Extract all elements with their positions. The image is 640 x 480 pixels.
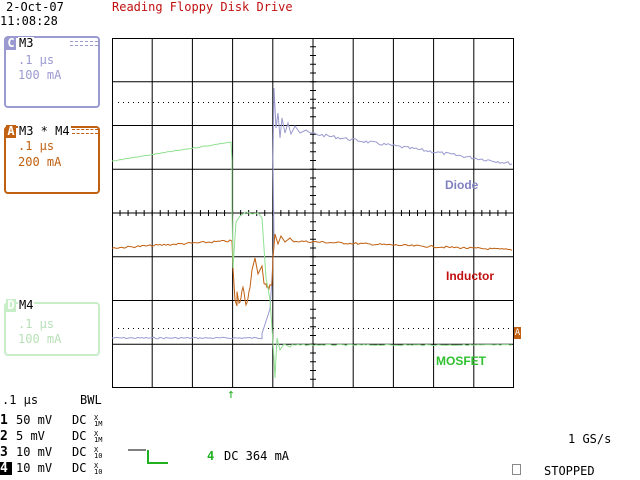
- reference-marker-a: A: [514, 327, 521, 339]
- channel-probe: X 1M: [94, 429, 103, 444]
- channel-a-panel[interactable]: .1 μs 200 mA: [4, 126, 100, 194]
- channel-probe: X 10: [94, 445, 103, 460]
- trace-a-inductor: [112, 233, 513, 307]
- channel-a-scale: 200 mA: [18, 155, 62, 169]
- channel-number: 3: [0, 445, 8, 460]
- screen-title: Reading Floppy Disk Drive: [112, 0, 293, 14]
- channel-volts: 10 mV: [16, 445, 53, 459]
- channel-d-panel[interactable]: .1 μs 100 mA: [4, 302, 100, 356]
- channel-a-timebase: .1 μs: [18, 139, 55, 153]
- trigger-edge-icon: [128, 449, 168, 464]
- channel-volts: 50 mV: [16, 413, 53, 427]
- channel-setting-row[interactable]: 3 10 mV DC X 10: [0, 445, 103, 460]
- channel-volts: 10 mV: [16, 461, 53, 475]
- channel-c-name: M3: [18, 36, 35, 50]
- bottom-timebase: .1 μs: [2, 393, 39, 407]
- channel-volts: 5 mV: [16, 429, 45, 443]
- diode-trace-label: Diode: [445, 178, 479, 192]
- bwl-label: BWL: [80, 393, 102, 407]
- channel-number: 2: [0, 429, 8, 444]
- acquisition-status: STOPPED: [544, 464, 595, 478]
- channel-d-title: D M4: [6, 298, 35, 312]
- channel-probe: X 10: [94, 461, 103, 476]
- trigger-level: DC 364 mA: [224, 449, 290, 463]
- channel-coupling: DC: [72, 461, 87, 475]
- channel-setting-row[interactable]: 2 5 mV DC X 1M: [0, 429, 103, 444]
- channel-a-name: M3 * M4: [18, 124, 71, 138]
- status-indicator-box: [512, 464, 521, 475]
- channel-a-title: A M3 * M4: [6, 125, 71, 138]
- trigger-position-arrow[interactable]: ↑: [227, 387, 235, 402]
- channel-c-title: C M3: [6, 36, 35, 50]
- channel-setting-row[interactable]: 4 10 mV DC X 10: [0, 462, 102, 475]
- channel-coupling: DC: [72, 445, 87, 459]
- channel-d-letter: D: [6, 298, 16, 312]
- channel-d-name: M4: [18, 298, 35, 312]
- trace-c-diode: [112, 87, 513, 340]
- channel-coupling: DC: [72, 429, 87, 443]
- channel-c-scale: 100 mA: [18, 68, 62, 82]
- inductor-trace-label: Inductor: [446, 269, 494, 283]
- oscilloscope-screen[interactable]: [112, 38, 514, 388]
- time-label: 11:08:28: [0, 14, 58, 28]
- mosfet-trace-label: MOSFET: [436, 354, 486, 368]
- channel-probe: X 1M: [94, 413, 103, 428]
- trigger-channel: 4: [207, 449, 215, 463]
- sample-rate: 1 GS/s: [568, 432, 612, 446]
- graticule: [112, 38, 514, 388]
- trace-d-mosfet: [112, 141, 513, 379]
- channel-d-scale: 100 mA: [18, 332, 62, 346]
- channel-c-panel[interactable]: .1 μs 100 mA: [4, 36, 100, 108]
- channel-d-timebase: .1 μs: [18, 317, 55, 331]
- channel-c-letter: C: [6, 36, 16, 50]
- channel-coupling: DC: [72, 413, 87, 427]
- channel-setting-row[interactable]: 1 50 mV DC X 1M: [0, 413, 103, 428]
- channel-number: 1: [0, 413, 8, 428]
- channel-a-letter: A: [6, 124, 16, 138]
- date-label: 2-Oct-07: [6, 0, 64, 14]
- channel-number: 4: [0, 462, 12, 475]
- waveform-traces: [112, 87, 513, 379]
- channel-c-timebase: .1 μs: [18, 53, 55, 67]
